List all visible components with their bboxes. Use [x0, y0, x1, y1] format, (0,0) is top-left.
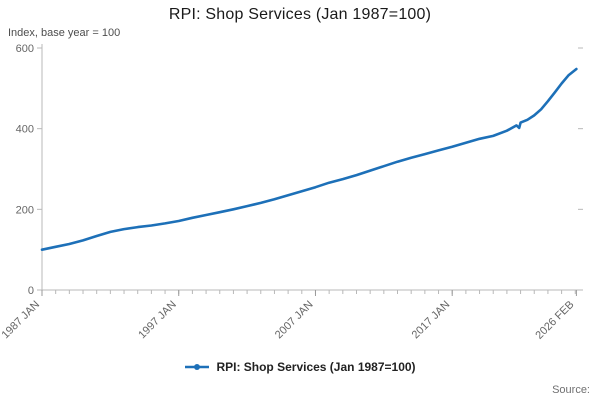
x-tick-label: 2026 FEB	[533, 299, 576, 342]
y-tick-label: 0	[28, 285, 34, 297]
y-tick-label: 400	[16, 124, 34, 136]
x-tick-label: 2017 JAN	[410, 299, 453, 342]
chart-title: RPI: Shop Services (Jan 1987=100)	[168, 6, 432, 23]
series-line[interactable]	[40, 67, 578, 251]
legend-label: RPI: Shop Services (Jan 1987=100)	[216, 360, 416, 374]
y-tick-label: 600	[16, 43, 34, 55]
plot-area: 0 200 400 600 1987 JAN 1997 JAN 2007 JAN 2017 J…	[0, 43, 583, 342]
legend-line-marker	[185, 364, 210, 370]
y-tick-label: 200	[16, 204, 34, 216]
legend: RPI: Shop Services (Jan 1987=100)	[0, 360, 600, 374]
y-axis-note: Index, base year = 100	[8, 27, 121, 39]
x-tick-label: 1987 JAN	[0, 299, 42, 342]
x-tick-label: 2007 JAN	[273, 299, 316, 342]
source-label: Source:	[552, 384, 590, 396]
x-tick-label: 1997 JAN	[136, 299, 179, 342]
legend-item[interactable]: RPI: Shop Services (Jan 1987=100)	[184, 360, 416, 374]
